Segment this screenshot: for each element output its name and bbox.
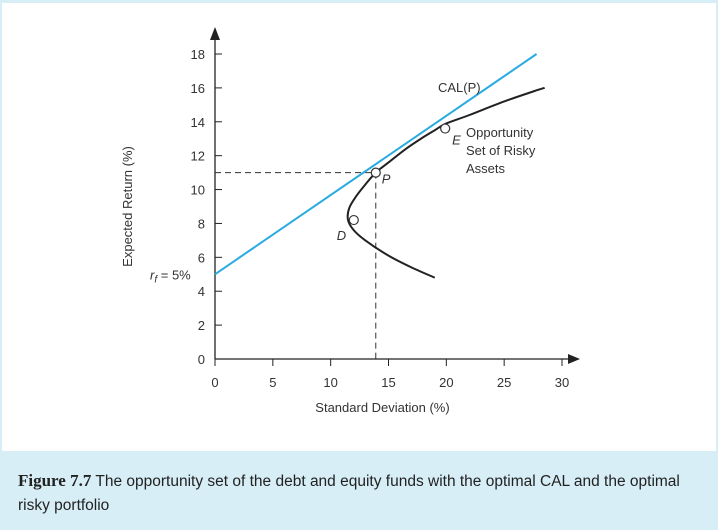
y-tick-label: 8: [198, 216, 205, 231]
y-tick-label: 2: [198, 318, 205, 333]
y-tick-label: 18: [191, 47, 205, 62]
y-tick-label: 10: [191, 183, 205, 198]
x-tick-label: 5: [269, 375, 276, 390]
x-tick-label: 0: [211, 375, 218, 390]
y-tick-label: 12: [191, 149, 205, 164]
x-tick-label: 15: [381, 375, 395, 390]
opportunity-set-label: Opportunity: [466, 125, 534, 140]
y-tick-label: 6: [198, 250, 205, 265]
x-axis-arrow: [568, 354, 580, 364]
figure-caption-text: The opportunity set of the debt and equi…: [18, 473, 680, 514]
opportunity-set-label: Set of Risky: [466, 143, 536, 158]
point-e-marker: [440, 123, 451, 134]
y-tick-label: 16: [191, 81, 205, 96]
point-e-label: E: [452, 133, 461, 148]
cal-label: CAL(P): [438, 80, 481, 95]
point-d-label: D: [337, 228, 346, 243]
point-d-marker: [348, 214, 359, 226]
point-p-label: P: [382, 172, 391, 187]
y-tick-label: 0: [198, 352, 205, 367]
opportunity-set-label: Assets: [466, 161, 506, 176]
y-axis-label: Expected Return (%): [120, 146, 135, 267]
plot-area: [2, 3, 716, 451]
x-tick-label: 10: [323, 375, 337, 390]
y-axis-arrow: [210, 27, 220, 40]
y-tick-label: 14: [191, 115, 205, 130]
x-tick-label: 30: [555, 375, 569, 390]
x-tick-label: 20: [439, 375, 453, 390]
point-p-marker: [370, 167, 381, 178]
rf-label: rf = 5%: [150, 267, 191, 285]
x-axis-label: Standard Deviation (%): [315, 400, 449, 415]
y-tick-label: 4: [198, 284, 205, 299]
chart-svg: 0 5 10 15 20 25 30 0 2 4 6 8 10 12 14 16 18 Standard Devi…: [120, 27, 580, 415]
figure-caption-label: Figure 7.7: [18, 471, 92, 490]
x-tick-label: 25: [497, 375, 511, 390]
figure-caption: Figure 7.7 The opportunity set of the de…: [18, 469, 708, 518]
cal-line: [214, 53, 538, 276]
